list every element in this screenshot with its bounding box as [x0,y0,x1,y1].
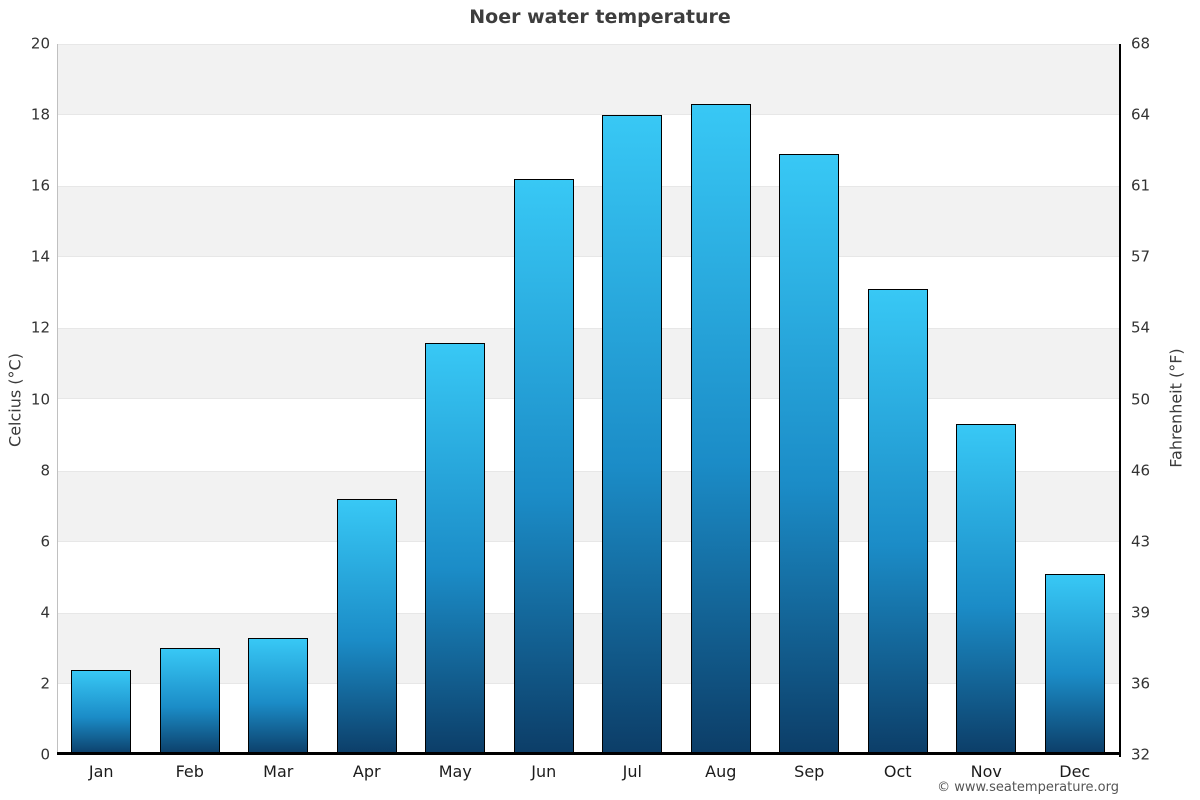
grid-band [57,399,1119,471]
bars-row [57,44,1119,755]
fahrenheit-tick-54: 54 [1131,318,1151,337]
x-label-apr: Apr [352,762,381,781]
grid-band [57,328,1119,400]
bar-cell-may [411,44,500,755]
bar-cell-jan [57,44,146,755]
x-axis-labels: Jan Feb Mar Apr May Jun Jul Aug Sep Oct Nov Dec [57,762,1119,781]
plot-bands [57,44,1119,755]
celsius-tick-8: 8 [40,461,50,480]
fahrenheit-tick-57: 57 [1131,247,1151,266]
x-label-oct: Oct [883,762,912,781]
x-label-sep: Sep [794,762,825,781]
bar-nov [956,424,1017,755]
fahrenheit-tick-39: 39 [1131,603,1151,622]
left-axis-line [57,44,58,755]
fahrenheit-tick-46: 46 [1131,461,1151,480]
celsius-tick-0: 0 [40,745,50,764]
bar-jun [513,179,574,755]
x-label-jan: Jan [88,762,114,781]
grid-band [57,541,1119,613]
copyright-note: © www.seatemperature.org [937,780,1119,795]
grid-band [57,186,1119,258]
right-axis-title: Fahrenheit (°F) [1166,348,1186,468]
grid-band [57,257,1119,329]
bottom-axis-line [57,752,1121,755]
celsius-tick-14: 14 [30,247,50,266]
x-label-aug: Aug [705,762,737,781]
bar-apr [336,499,397,755]
fahrenheit-tick-32: 32 [1131,745,1151,764]
celsius-tick-2: 2 [40,674,50,693]
bar-jul [602,115,663,755]
grid-band [57,115,1119,187]
bar-cell-nov [942,44,1031,755]
left-axis-title: Celcius (°C) [5,353,25,447]
x-label-may: May [438,762,472,781]
celsius-tick-18: 18 [30,105,50,124]
fahrenheit-tick-64: 64 [1131,105,1151,124]
grid-band [57,683,1119,755]
bar-cell-aug [677,44,766,755]
celsius-tick-4: 4 [40,603,50,622]
grid-band [57,470,1119,542]
bar-feb [159,648,220,755]
bar-oct [867,289,928,755]
right-axis-line [1119,44,1121,757]
bar-aug [690,104,751,755]
bar-cell-mar [234,44,323,755]
celsius-tick-6: 6 [40,532,50,551]
fahrenheit-tick-43: 43 [1131,532,1151,551]
x-label-jul: Jul [622,762,642,781]
fahrenheit-tick-61: 61 [1131,176,1151,195]
bar-jan [71,669,132,755]
bar-mar [248,637,309,755]
fahrenheit-tick-36: 36 [1131,674,1151,693]
bar-cell-apr [323,44,412,755]
x-label-feb: Feb [175,762,204,781]
bar-may [425,342,486,755]
chart-title: Noer water temperature [469,6,731,28]
celsius-tick-20: 20 [30,34,50,53]
x-label-mar: Mar [263,762,294,781]
x-label-dec: Dec [1059,762,1091,781]
right-axis-ticks: 68 64 61 57 54 50 46 43 39 36 32 [1131,36,1181,762]
fahrenheit-tick-68: 68 [1131,34,1151,53]
x-label-nov: Nov [970,762,1002,781]
bar-cell-feb [146,44,235,755]
bar-cell-jun [500,44,589,755]
grid-band [57,44,1119,116]
celsius-tick-16: 16 [30,176,50,195]
bar-cell-oct [854,44,943,755]
plot-area [57,44,1119,755]
bar-cell-sep [765,44,854,755]
fahrenheit-tick-50: 50 [1131,390,1151,408]
bar-cell-jul [588,44,677,755]
grid-band [57,612,1119,684]
bar-sep [779,154,840,755]
celsius-tick-10: 10 [30,390,50,408]
bar-cell-dec [1031,44,1120,755]
celsius-tick-12: 12 [30,318,50,337]
left-axis-ticks: 20 18 16 14 12 10 8 6 4 2 0 [0,36,50,762]
x-label-jun: Jun [531,762,557,781]
bar-dec [1044,573,1105,755]
